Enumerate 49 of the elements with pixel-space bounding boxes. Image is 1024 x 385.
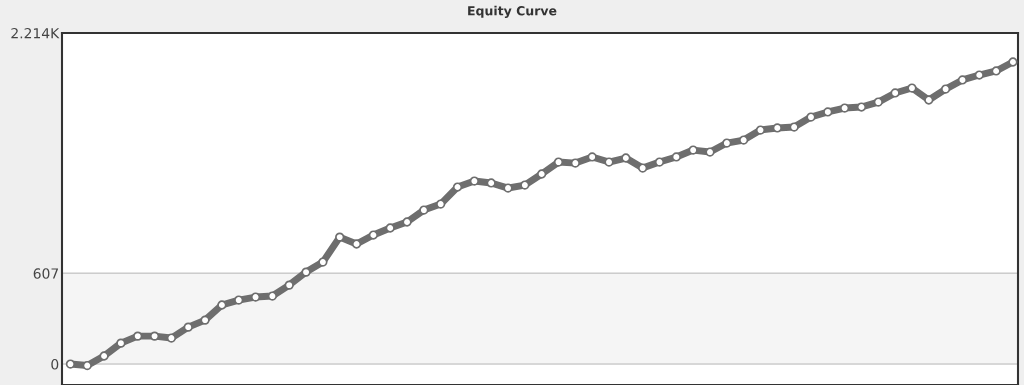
point: [621, 153, 631, 163]
point: [183, 322, 193, 332]
point: [537, 169, 547, 179]
point: [991, 66, 1001, 76]
point: [940, 84, 951, 94]
point: [217, 300, 227, 310]
chart-title: Equity Curve: [468, 5, 557, 18]
point: [469, 176, 479, 186]
point: [587, 152, 597, 162]
point: [200, 315, 210, 325]
point: [688, 145, 698, 155]
point: [351, 239, 362, 249]
point: [99, 351, 109, 361]
point: [671, 152, 681, 162]
point: [654, 157, 665, 167]
y-tick-label: 0: [51, 359, 59, 370]
point: [385, 223, 395, 233]
point: [452, 182, 463, 192]
point: [638, 163, 648, 173]
point: [267, 291, 278, 301]
point: [806, 112, 816, 122]
point: [301, 267, 311, 277]
point: [873, 97, 883, 107]
point: [789, 122, 799, 132]
point: [924, 95, 934, 105]
point: [284, 280, 294, 290]
point: [890, 88, 900, 98]
point: [116, 338, 126, 348]
point: [318, 257, 328, 267]
point: [1008, 57, 1018, 67]
point: [722, 138, 732, 148]
point: [520, 180, 530, 190]
point: [957, 75, 968, 85]
y-tick-label: 607: [33, 268, 59, 279]
point: [907, 83, 917, 93]
point: [503, 183, 513, 193]
point: [486, 178, 496, 188]
point: [705, 147, 715, 157]
point: [419, 205, 429, 215]
point: [823, 107, 833, 117]
point: [335, 232, 345, 242]
y-tick-label: 2.214K: [11, 27, 60, 39]
point: [368, 230, 379, 240]
point: [604, 157, 614, 167]
point: [436, 199, 446, 209]
point: [739, 135, 749, 145]
point: [974, 70, 984, 80]
point: [402, 217, 412, 227]
point: [82, 360, 92, 371]
